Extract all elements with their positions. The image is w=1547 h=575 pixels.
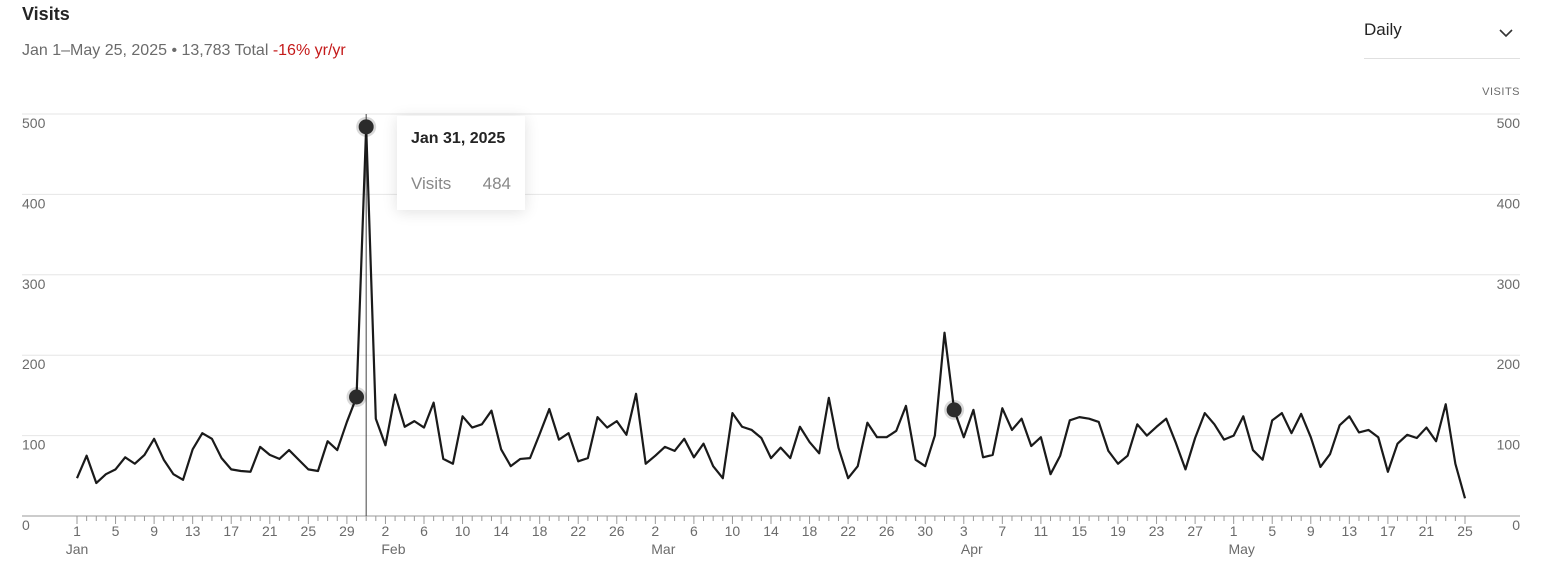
- y2-tick-label: 200: [1497, 356, 1521, 372]
- tooltip-value: 484: [482, 174, 511, 193]
- x-month-label: Feb: [381, 541, 405, 557]
- point-marker: [358, 119, 374, 135]
- x-tick-label: 30: [917, 523, 933, 539]
- x-tick-label: 3: [960, 523, 968, 539]
- y2-tick-label: 0: [1512, 517, 1520, 533]
- x-tick-label: 13: [1342, 523, 1358, 539]
- x-month-label: Apr: [961, 541, 983, 557]
- point-marker: [946, 402, 962, 418]
- x-tick-label: 10: [455, 523, 471, 539]
- x-tick-label: 19: [1110, 523, 1126, 539]
- summary: Jan 1–May 25, 2025 • 13,783 Total: [22, 42, 269, 59]
- x-month-label: Mar: [651, 541, 675, 557]
- y-tick-label: 400: [22, 195, 46, 211]
- x-tick-label: 26: [879, 523, 895, 539]
- y-tick-label: 500: [22, 115, 46, 131]
- x-tick-label: 25: [1457, 523, 1473, 539]
- x-tick-label: 14: [493, 523, 509, 539]
- y-tick-label: 100: [22, 437, 46, 453]
- x-tick-label: 9: [150, 523, 158, 539]
- x-tick-label: 1: [73, 523, 81, 539]
- x-tick-label: 10: [725, 523, 741, 539]
- x-tick-label: 17: [223, 523, 239, 539]
- y-tick-label: 300: [22, 276, 46, 292]
- x-tick-label: 9: [1307, 523, 1315, 539]
- title: Visits: [22, 4, 70, 24]
- x-tick-label: 23: [1149, 523, 1165, 539]
- x-tick-label: 11: [1034, 523, 1049, 539]
- tooltip: Jan 31, 2025 Visits 484: [397, 116, 525, 210]
- x-tick-label: 18: [532, 523, 548, 539]
- tooltip-title: Jan 31, 2025: [411, 130, 506, 147]
- x-tick-label: 22: [840, 523, 856, 539]
- visits-line: [75, 125, 1467, 499]
- x-tick-label: 7: [998, 523, 1006, 539]
- y2-tick-label: 100: [1497, 437, 1521, 453]
- x-tick-label: 27: [1187, 523, 1203, 539]
- x-tick-label: 21: [262, 523, 278, 539]
- x-tick-label: 21: [1419, 523, 1435, 539]
- tooltip-label: Visits: [411, 174, 452, 193]
- x-month-label: Jan: [66, 541, 89, 557]
- subtitle: Jan 1–May 25, 2025 • 13,783 Total -16% y…: [22, 42, 346, 60]
- x-tick-label: 15: [1072, 523, 1088, 539]
- chevron: [1499, 29, 1513, 38]
- x-tick-label: 14: [763, 523, 779, 539]
- x-tick-label: 17: [1380, 523, 1396, 539]
- y-tick-label: 0: [22, 517, 30, 533]
- x-tick-label: 2: [382, 523, 390, 539]
- y2-tick-label: 500: [1497, 115, 1521, 131]
- y2-axis-label: VISITS: [1482, 86, 1520, 98]
- x-tick-label: 29: [339, 523, 355, 539]
- x-tick-label: 25: [301, 523, 317, 539]
- x-tick-label: 2: [651, 523, 659, 539]
- x-tick-label: 5: [1268, 523, 1276, 539]
- x-tick-label: 1: [1230, 523, 1238, 539]
- y2-tick-label: 300: [1497, 276, 1521, 292]
- period-dropdown[interactable]: Daily: [1364, 20, 1520, 59]
- x-tick-label: 6: [690, 523, 698, 539]
- x-tick-label: 26: [609, 523, 625, 539]
- x-tick-label: 6: [420, 523, 428, 539]
- change: -16% yr/yr: [272, 42, 346, 59]
- dropdown-label: Daily: [1364, 20, 1402, 39]
- y-tick-label: 200: [22, 356, 46, 372]
- x-tick-label: 5: [112, 523, 120, 539]
- x-tick-label: 18: [802, 523, 818, 539]
- x-month-label: May: [1228, 541, 1254, 557]
- point-marker: [349, 389, 365, 405]
- x-tick-label: 13: [185, 523, 201, 539]
- y2-tick-label: 400: [1497, 195, 1521, 211]
- x-tick-label: 22: [570, 523, 586, 539]
